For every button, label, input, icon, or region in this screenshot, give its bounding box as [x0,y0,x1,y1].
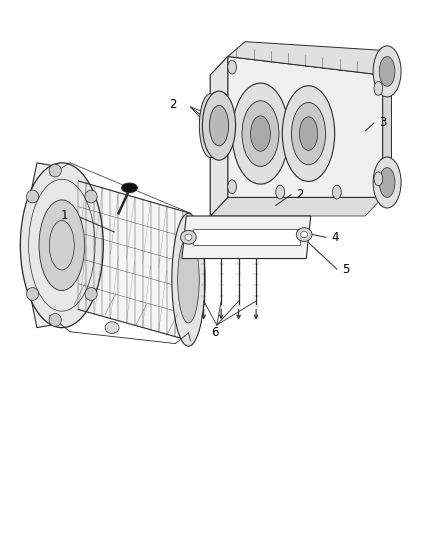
Ellipse shape [251,116,270,151]
Ellipse shape [374,82,383,95]
Ellipse shape [374,172,383,185]
Polygon shape [20,163,87,328]
Polygon shape [383,51,392,197]
Ellipse shape [299,117,318,150]
Ellipse shape [172,213,205,346]
Ellipse shape [242,101,279,166]
Ellipse shape [85,288,97,300]
Ellipse shape [283,86,335,181]
Ellipse shape [20,163,103,328]
Ellipse shape [180,230,196,244]
Ellipse shape [122,183,138,192]
Polygon shape [78,181,191,341]
Text: 1: 1 [60,209,68,222]
Ellipse shape [379,167,395,197]
Ellipse shape [332,185,341,199]
Ellipse shape [296,228,312,241]
Ellipse shape [228,180,237,193]
Ellipse shape [228,60,237,74]
Ellipse shape [276,185,285,199]
Ellipse shape [379,56,395,86]
Ellipse shape [373,157,401,208]
Polygon shape [228,42,392,75]
Polygon shape [182,216,311,259]
Text: 6: 6 [211,326,219,340]
Text: 5: 5 [342,263,349,276]
Ellipse shape [49,164,61,177]
Ellipse shape [202,91,236,160]
Ellipse shape [49,313,61,326]
Ellipse shape [26,190,39,203]
Polygon shape [210,56,228,216]
Ellipse shape [85,190,97,203]
Text: 4: 4 [331,231,339,244]
Ellipse shape [232,83,289,184]
Text: 2: 2 [296,188,304,201]
Text: 3: 3 [379,117,386,130]
Ellipse shape [291,102,325,165]
Ellipse shape [373,46,401,97]
Ellipse shape [185,234,192,240]
Polygon shape [210,197,383,216]
Text: 2: 2 [170,98,177,111]
Polygon shape [210,56,228,216]
Ellipse shape [199,94,221,158]
Ellipse shape [300,231,307,238]
Ellipse shape [178,237,199,323]
Ellipse shape [209,106,229,146]
Ellipse shape [105,322,119,334]
Polygon shape [193,229,300,245]
Ellipse shape [39,200,85,290]
Polygon shape [228,56,383,197]
Ellipse shape [26,288,39,300]
